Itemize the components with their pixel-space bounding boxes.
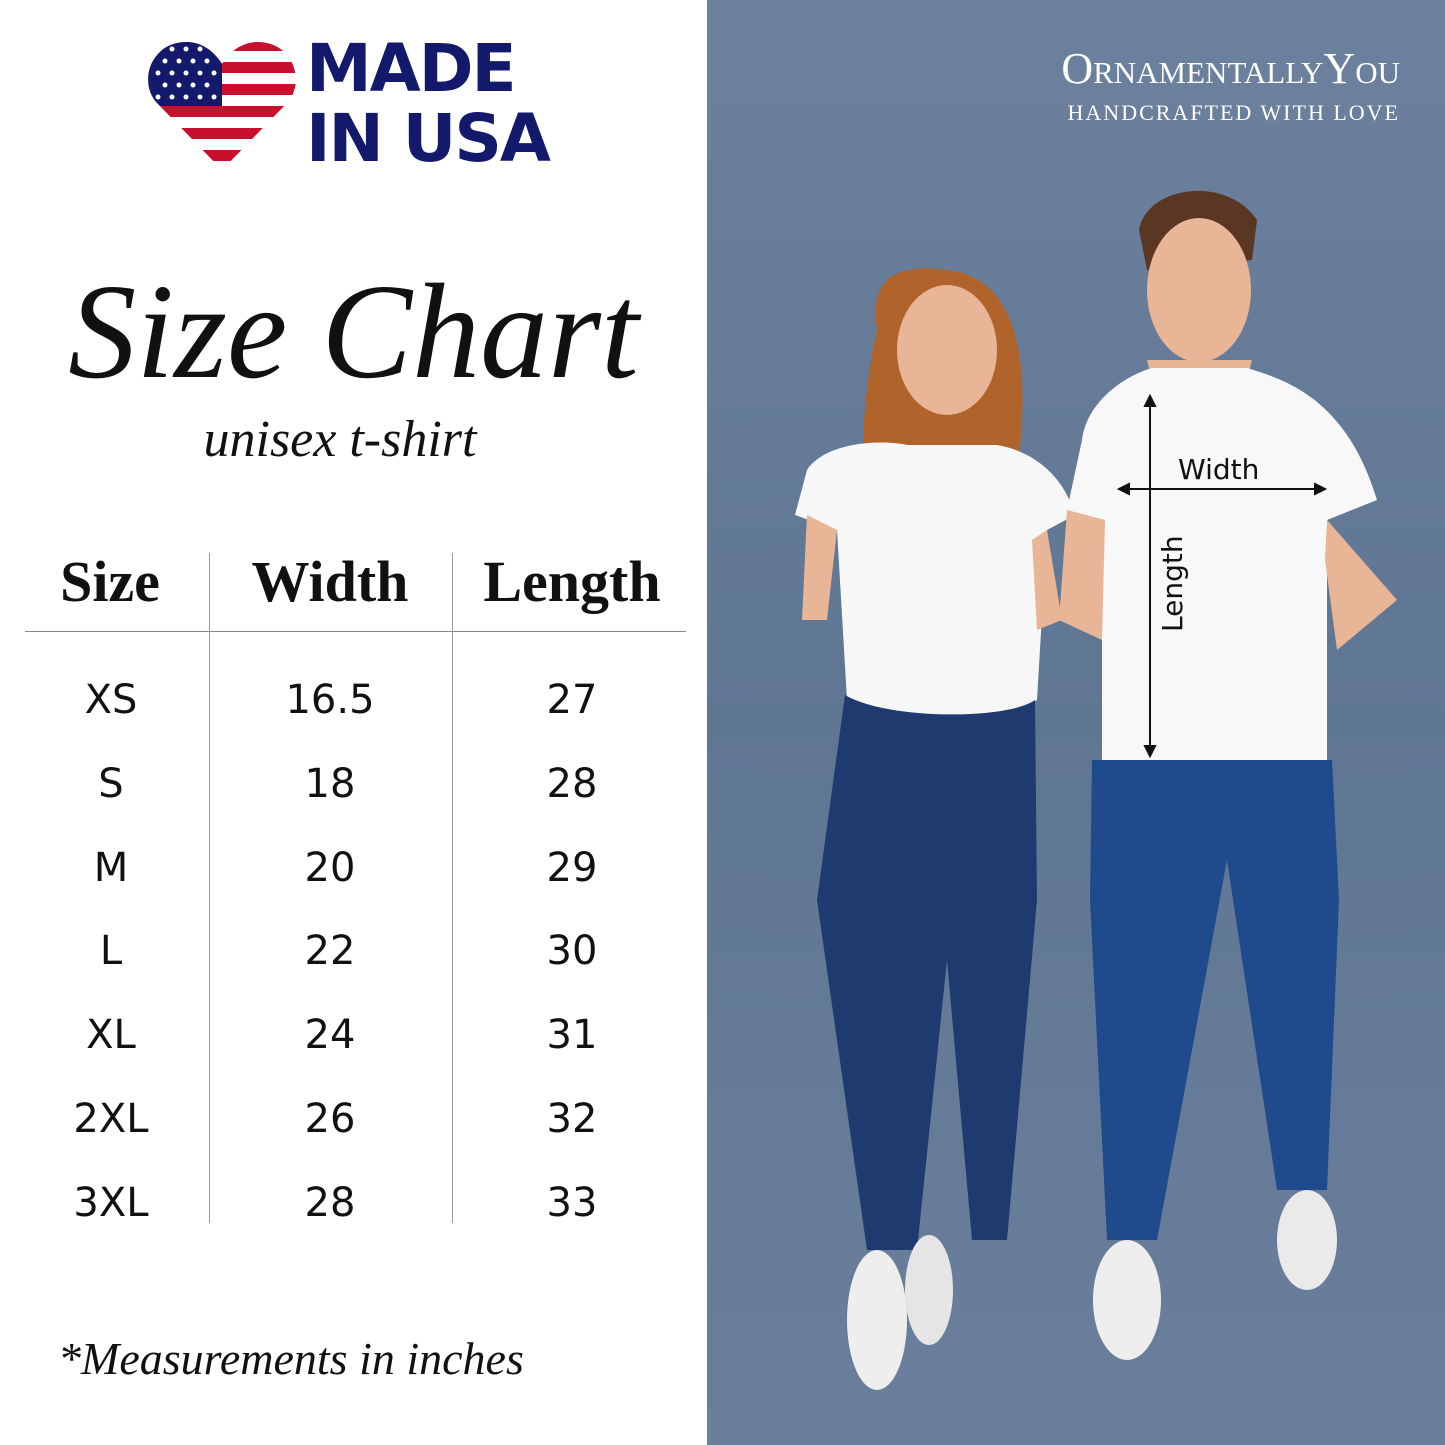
length-cell: 29: [546, 844, 598, 891]
length-cell: 33: [546, 1179, 598, 1226]
brand-name: OrnamentallyYou: [1061, 44, 1400, 93]
size-cell: 2XL: [73, 1096, 149, 1142]
width-cell: 20: [304, 844, 356, 891]
page-subtitle: unisex t-shirt: [203, 411, 477, 468]
header-size: Size: [60, 549, 160, 614]
brand-logo: OrnamentallyYou HANDCRAFTED WITH LOVE: [1061, 44, 1400, 126]
size-cell: 3XL: [73, 1179, 149, 1226]
usa-heart-flag-icon: [148, 42, 296, 170]
model-photo: Width Length OrnamentallyYou HANDCRAFTED…: [707, 0, 1445, 1445]
column-divider: [209, 553, 210, 1223]
size-cell: XL: [86, 1012, 136, 1059]
width-cell: 16.5: [285, 677, 375, 723]
header-length: Length: [483, 549, 661, 614]
length-cell: 30: [546, 928, 598, 975]
width-cell: 18: [304, 760, 356, 807]
size-cell: S: [98, 760, 124, 807]
woman-figure: [795, 268, 1075, 1390]
measurement-arrows: [1116, 393, 1328, 759]
length-cell: 28: [546, 760, 598, 807]
page-title: Size Chart: [68, 257, 639, 407]
size-chart-panel: MADE IN USA Size Chart unisex t-shirt Si…: [0, 0, 707, 1445]
brand-tagline: HANDCRAFTED WITH LOVE: [1067, 100, 1400, 125]
footnote: *Measurements in inches: [58, 1333, 524, 1384]
size-cell: M: [93, 844, 129, 891]
width-cell: 28: [304, 1179, 356, 1226]
width-cell: 22: [304, 928, 356, 975]
length-label: Length: [1156, 535, 1189, 632]
width-label: Width: [1178, 453, 1260, 486]
width-cell: 24: [304, 1012, 356, 1059]
header-divider: [25, 631, 686, 632]
size-cell: L: [99, 928, 123, 975]
made-in-usa-text: MADE IN USA: [306, 30, 551, 177]
badge-line-1: MADE: [306, 30, 517, 107]
badge-line-2: IN USA: [306, 100, 551, 177]
models-illustration: [795, 190, 1397, 1390]
column-divider: [452, 553, 453, 1223]
header-width: Width: [251, 549, 409, 614]
length-cell: 31: [546, 1012, 598, 1059]
man-figure: [1059, 190, 1397, 1360]
length-cell: 32: [546, 1096, 598, 1142]
width-cell: 26: [304, 1096, 356, 1142]
size-cell: XS: [84, 677, 138, 723]
length-cell: 27: [546, 677, 598, 723]
